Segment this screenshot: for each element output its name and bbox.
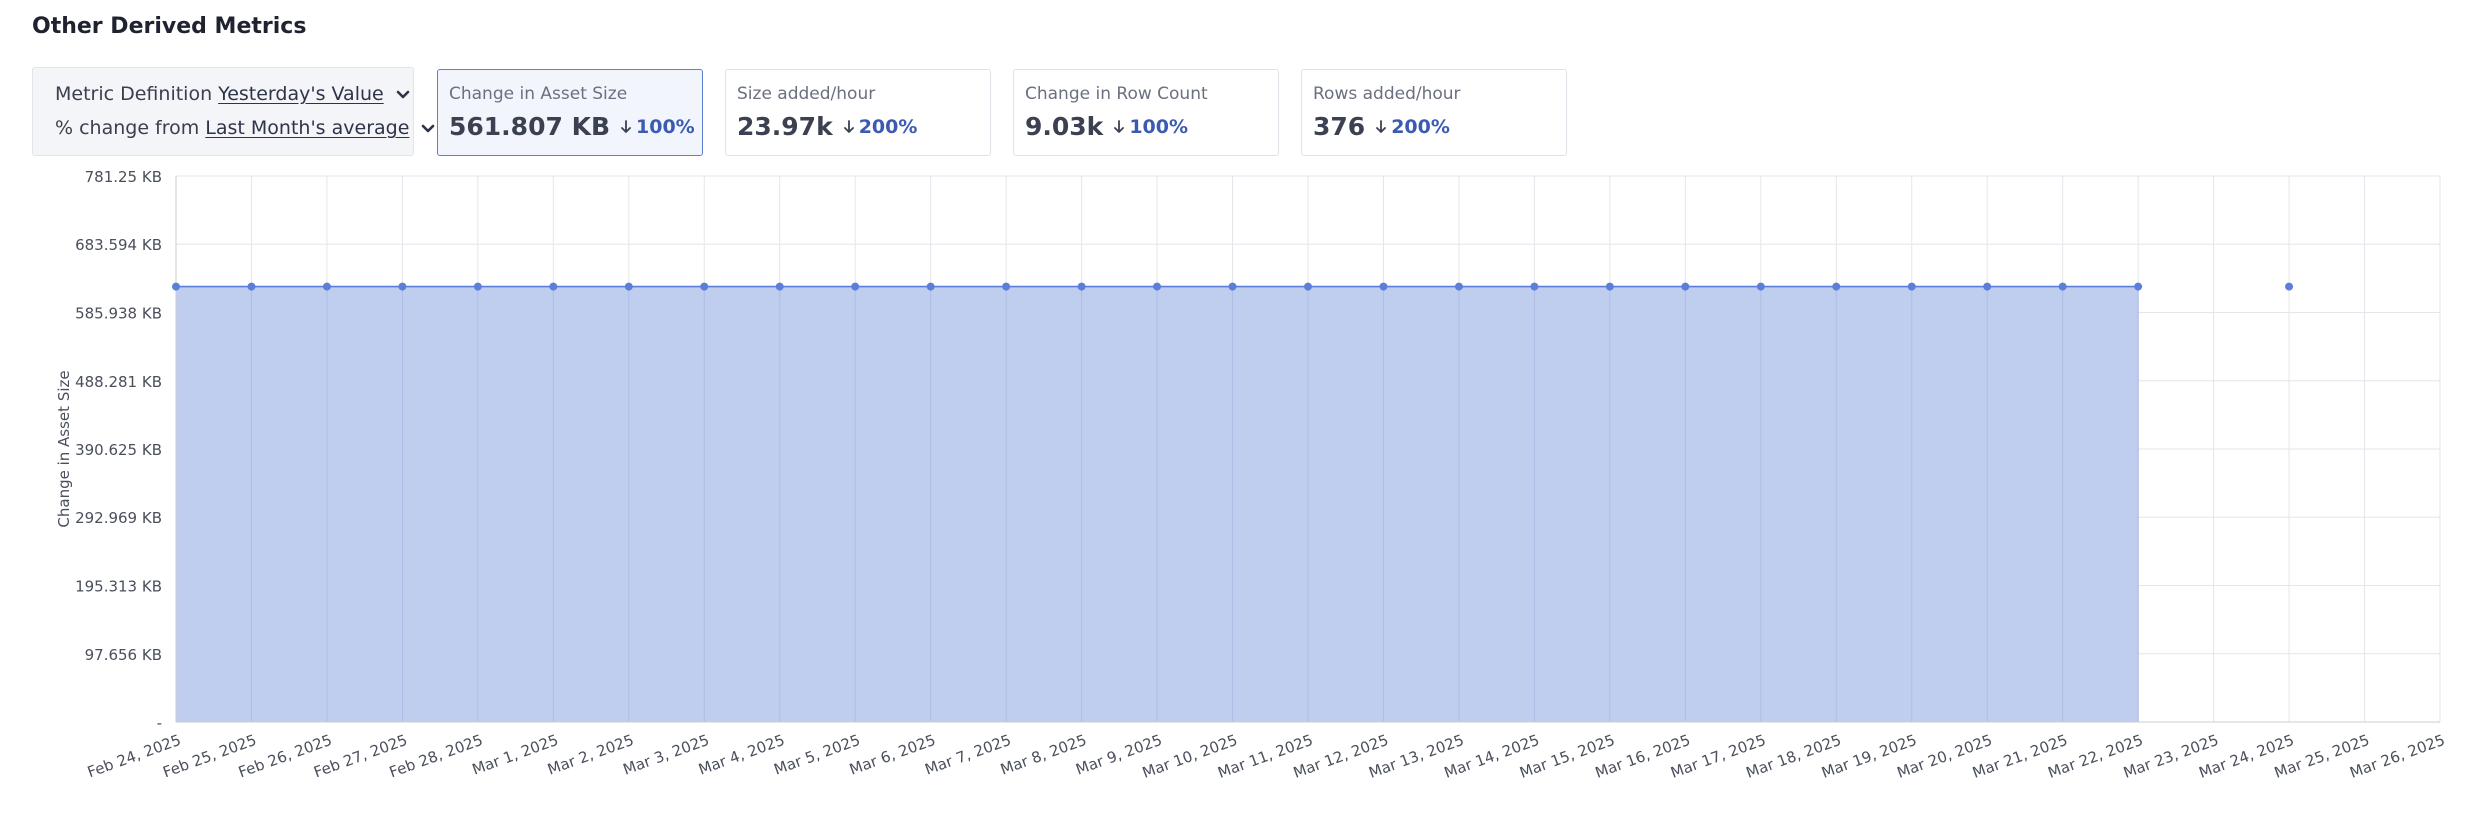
data-point — [700, 282, 709, 291]
data-point — [549, 282, 558, 291]
chevron-down-icon[interactable] — [396, 83, 410, 105]
y-tick-label: 488.281 KB — [75, 373, 162, 391]
data-point — [1228, 282, 1237, 291]
x-tick-label: Mar 1, 2025 — [470, 731, 561, 779]
y-tick-label: 585.938 KB — [75, 304, 162, 322]
metric-card-value: 376 — [1313, 112, 1366, 141]
metric-card-label: Rows added/hour — [1313, 84, 1461, 104]
metric-definition-label: Metric Definition — [55, 83, 213, 105]
metric-card-delta: 200% — [1375, 116, 1450, 138]
data-point — [2285, 282, 2294, 291]
x-tick-label: Mar 2, 2025 — [545, 731, 636, 779]
chevron-down-icon[interactable] — [421, 117, 435, 139]
data-point — [1153, 282, 1162, 291]
metric-card-value: 9.03k — [1025, 112, 1104, 141]
data-point — [926, 282, 935, 291]
metric-card-row-count-change[interactable]: Change in Row Count 9.03k 100% — [1013, 69, 1279, 156]
metric-card-delta: 100% — [620, 116, 695, 138]
metric-card-delta-value: 200% — [858, 115, 918, 138]
metric-card-label: Size added/hour — [737, 84, 876, 104]
data-point — [172, 282, 180, 291]
data-point — [473, 282, 482, 291]
metric-card-delta-value: 100% — [1129, 115, 1189, 138]
change-from-dropdown[interactable]: Last Month's average — [205, 117, 410, 139]
metric-card-delta: 200% — [843, 115, 918, 138]
data-point — [1605, 282, 1614, 291]
data-point — [851, 282, 860, 291]
x-tick-label: Mar 3, 2025 — [621, 731, 712, 779]
data-point — [1304, 282, 1312, 291]
data-point — [1002, 282, 1011, 291]
y-tick-label: 390.625 KB — [75, 441, 162, 459]
metric-card-delta-value: 200% — [1391, 115, 1450, 138]
y-tick-label: 97.656 KB — [85, 646, 162, 664]
y-tick-label: 292.969 KB — [75, 509, 162, 527]
metric-card-delta: 100% — [1113, 116, 1188, 138]
metric-card-value: 561.807 KB — [449, 112, 610, 141]
data-point — [247, 282, 256, 291]
change-from-row: % change from Last Month's average — [55, 117, 435, 139]
arrow-down-icon — [1114, 119, 1125, 133]
metric-card-value: 23.97k — [737, 112, 833, 141]
data-point — [322, 282, 331, 291]
data-point — [1832, 282, 1841, 291]
data-point — [1530, 282, 1539, 291]
page-title: Other Derived Metrics — [32, 14, 307, 39]
metric-card-size-added-hour[interactable]: Size added/hour 23.97k 200% — [725, 69, 991, 156]
x-tick-label: Mar 4, 2025 — [696, 731, 787, 779]
arrow-down-icon — [1376, 119, 1387, 133]
y-tick-label: 781.25 KB — [85, 168, 162, 186]
metric-card-delta-value: 100% — [636, 115, 695, 138]
data-point — [1454, 282, 1463, 291]
data-point — [775, 282, 784, 291]
data-point — [1077, 282, 1086, 291]
data-point — [624, 282, 633, 291]
data-point — [398, 282, 407, 291]
change-from-label: % change from — [55, 117, 200, 139]
y-tick-label: - — [157, 714, 162, 732]
data-point — [1756, 282, 1765, 291]
arrow-down-icon — [843, 119, 854, 133]
data-point — [1681, 282, 1690, 291]
metric-definition-panel: Metric Definition Yesterday's Value % ch… — [32, 67, 435, 156]
metric-card-label: Change in Row Count — [1025, 84, 1208, 104]
y-tick-label: 195.313 KB — [75, 577, 162, 595]
metric-definition-row: Metric Definition Yesterday's Value — [55, 83, 410, 105]
data-point — [1907, 282, 1916, 291]
data-point — [1983, 282, 1992, 291]
metric-definition-dropdown[interactable]: Yesterday's Value — [218, 83, 384, 105]
x-tick-label: Mar 5, 2025 — [772, 731, 863, 779]
x-tick-label: Mar 7, 2025 — [922, 731, 1013, 779]
x-tick-label: Mar 6, 2025 — [847, 731, 938, 779]
data-point — [2134, 282, 2143, 291]
data-point — [2058, 282, 2067, 291]
y-axis-title: Change in Asset Size — [55, 370, 73, 527]
metric-card-asset-size-change[interactable]: Change in Asset Size 561.807 KB 100% — [437, 69, 703, 156]
arrow-down-icon — [621, 119, 631, 133]
metric-card-rows-added-hour[interactable]: Rows added/hour 376 200% — [1301, 69, 1567, 156]
y-tick-label: 683.594 KB — [75, 236, 162, 254]
metric-card-label: Change in Asset Size — [449, 84, 628, 104]
data-point — [1379, 282, 1388, 291]
x-tick-label: Mar 8, 2025 — [998, 731, 1089, 779]
